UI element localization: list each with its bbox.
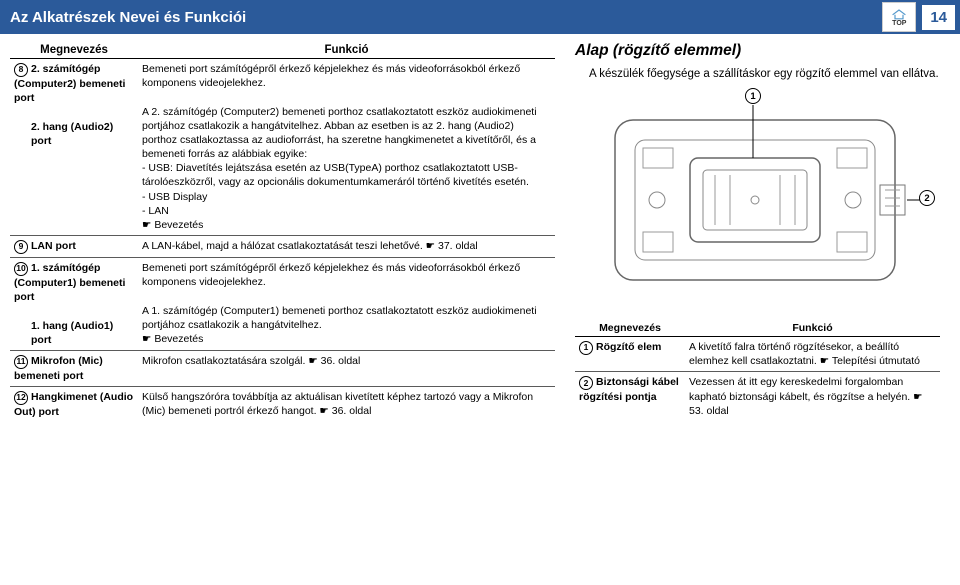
left-column: Megnevezés Funkció 82. számítógép (Compu… — [10, 42, 555, 422]
section-subtitle: A készülék főegysége a szállításkor egy … — [575, 68, 940, 80]
rtable-header-func: Funkció — [685, 320, 940, 337]
table-row: 11Mikrofon (Mic) bemeneti port Mikrofon … — [10, 350, 555, 386]
table-row: 1Rögzítő elem A kivetítő falra történő r… — [575, 337, 940, 372]
rtable-header-name: Megnevezés — [575, 320, 685, 337]
func-cell: Bemeneti port számítógépről érkező képje… — [138, 258, 555, 351]
table-row: 9LAN port A LAN-kábel, majd a hálózat cs… — [10, 236, 555, 258]
parts-table: Megnevezés Funkció 82. számítógép (Compu… — [10, 42, 555, 422]
table-row: 12Hangkimenet (Audio Out) port Külső han… — [10, 387, 555, 423]
table-header-name: Megnevezés — [10, 42, 138, 59]
header-right: TOP 14 — [882, 2, 955, 32]
func-cell: Külső hangszóróra továbbítja az aktuális… — [138, 387, 555, 423]
callout-2: 2 — [919, 190, 935, 206]
table-row: 101. számítógép (Computer1) bemeneti por… — [10, 258, 555, 351]
table-row: 2Biztonsági kábel rögzítési pontja Vezes… — [575, 372, 940, 421]
header-title: Az Alkatrészek Nevei és Funkciói — [10, 9, 246, 26]
right-column: Alap (rögzítő elemmel) A készülék főegys… — [575, 42, 940, 422]
page-header: Az Alkatrészek Nevei és Funkciói TOP 14 — [0, 0, 960, 34]
callout-1: 1 — [745, 88, 761, 104]
func-cell: Bemeneti port számítógépről érkező képje… — [138, 59, 555, 236]
right-table: Megnevezés Funkció 1Rögzítő elem A kivet… — [575, 320, 940, 421]
section-title: Alap (rögzítő elemmel) — [575, 42, 940, 60]
func-cell: A LAN-kábel, majd a hálózat csatlakoztat… — [138, 236, 555, 258]
table-header-func: Funkció — [138, 42, 555, 59]
table-row: 82. számítógép (Computer2) bemeneti port… — [10, 59, 555, 236]
table-body: 82. számítógép (Computer2) bemeneti port… — [10, 59, 555, 423]
func-cell: Mikrofon csatlakoztatására szolgál. ☛ 36… — [138, 350, 555, 386]
top-icon: TOP — [882, 2, 916, 32]
content: Megnevezés Funkció 82. számítógép (Compu… — [0, 34, 960, 430]
page-number: 14 — [922, 5, 955, 30]
device-diagram: 1 2 — [585, 90, 925, 310]
